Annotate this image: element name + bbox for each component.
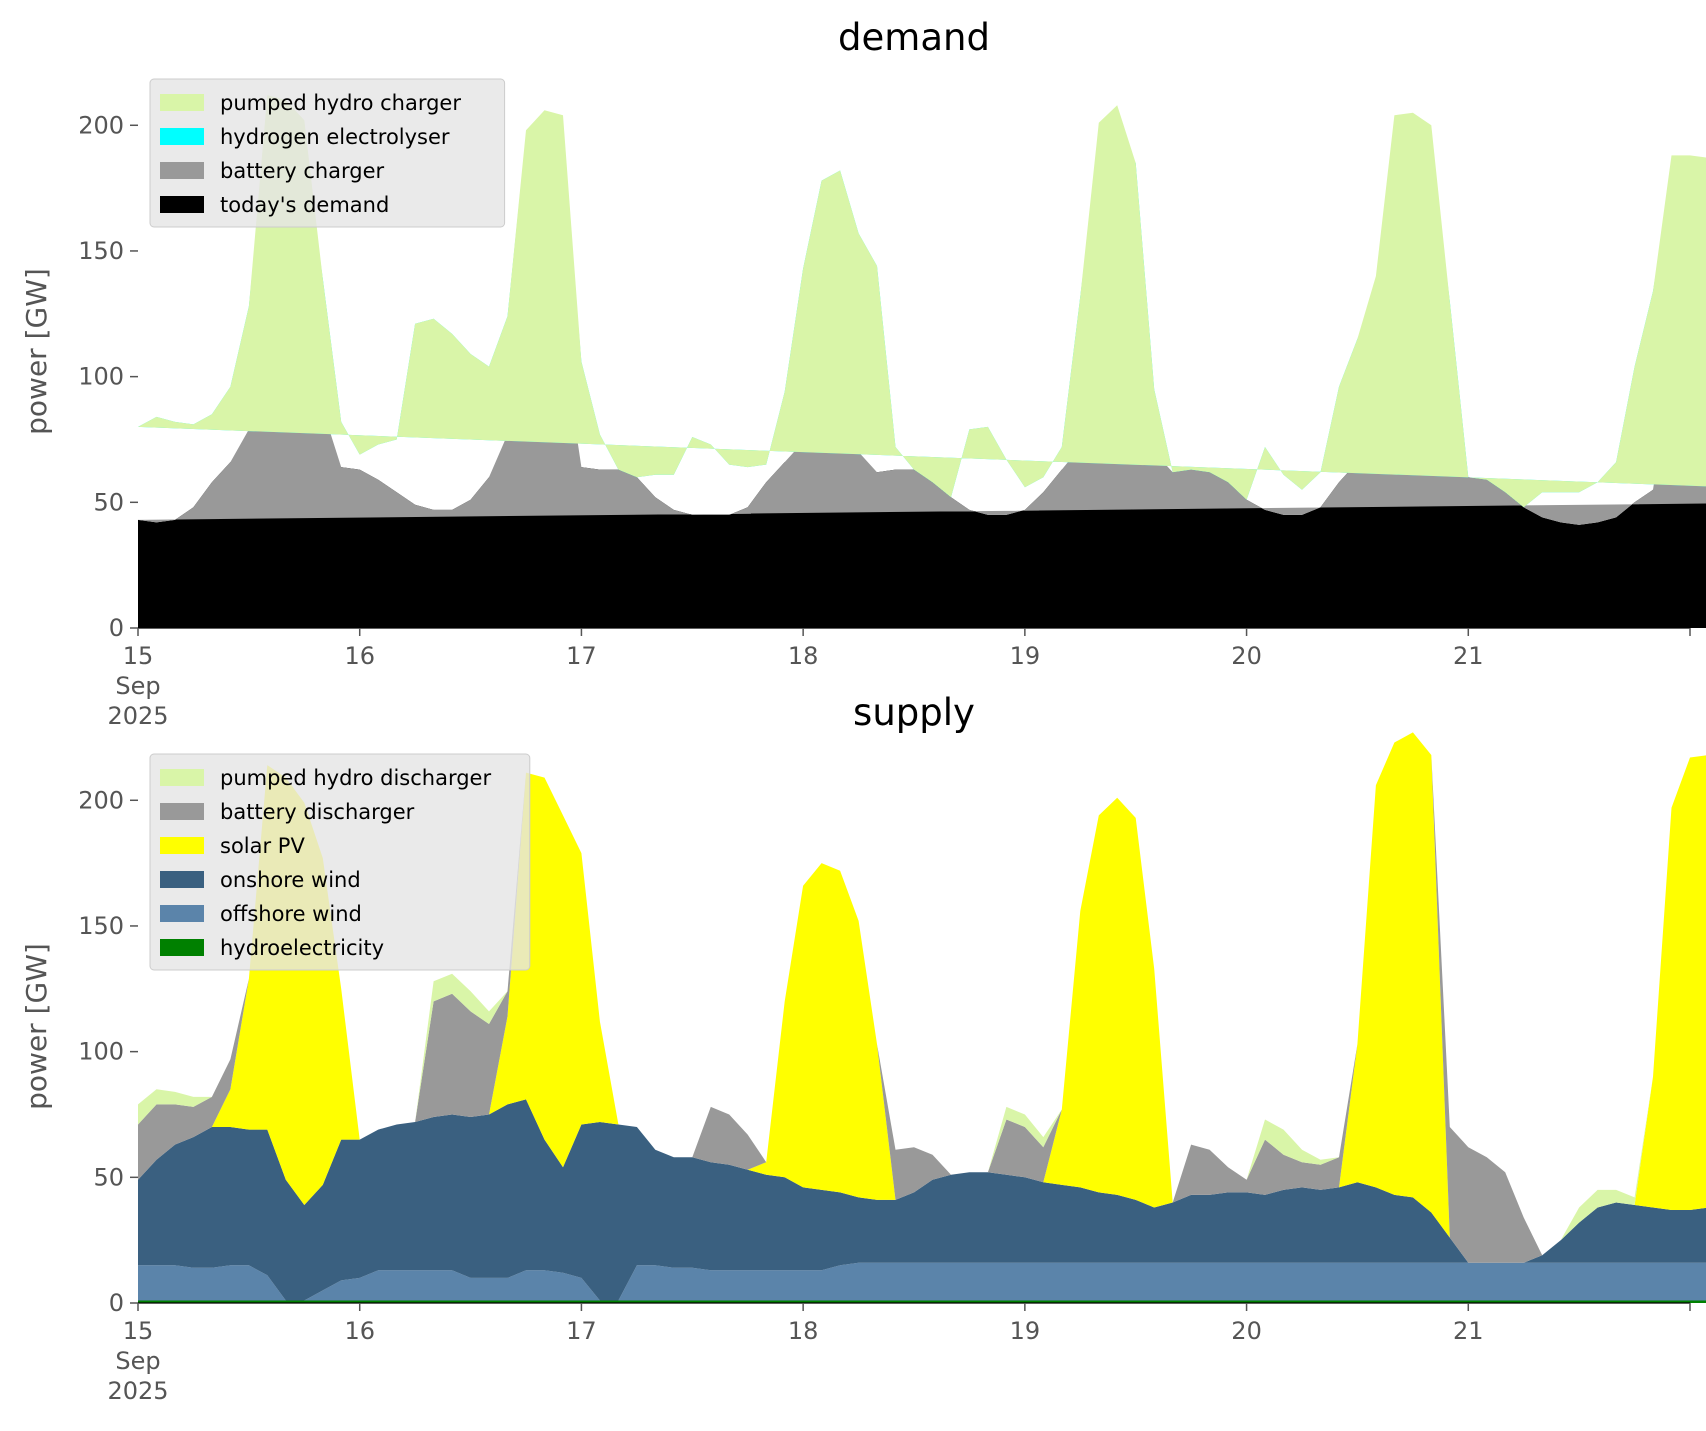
area-onshore-wind [138,1099,1706,1301]
legend-box [149,753,531,971]
area-battery-discharger [138,732,1706,1263]
legend-label: solar PV [220,834,305,858]
x-tick-label: 21 [1453,642,1484,670]
legend-label: today's demand [220,193,389,217]
x-tick-label: 16 [344,642,375,670]
y-tick-label: 0 [109,614,124,642]
y-tick-label: 50 [93,1163,124,1191]
area-hydroelectricity [138,1300,1706,1303]
legend-label: onshore wind [220,868,361,892]
legend-swatch [160,837,204,854]
x-tick-month-label: Sep [115,672,160,700]
y-tick-label: 200 [78,786,124,814]
legend-label: hydrogen electrolyser [220,125,450,149]
y-tick-label: 50 [93,488,124,516]
chart-title: demand [838,16,990,59]
legend-label: pumped hydro charger [220,91,461,115]
x-tick-label: 17 [566,1317,597,1345]
chart-title: supply [853,691,975,734]
y-tick-label: 150 [78,237,124,265]
y-tick-label: 0 [109,1289,124,1317]
area-pumped-hydro-charger [138,95,1706,508]
legend-swatch [160,803,204,820]
legend-swatch [160,162,204,179]
legend-swatch [160,94,204,111]
x-tick-label: 18 [788,1317,819,1345]
area-pumped-hydro-discharger [138,732,1706,1256]
x-tick-label: 19 [1010,642,1041,670]
legend-label: battery charger [220,159,385,183]
legend-box [149,78,506,228]
y-axis-label: power [GW] [20,943,53,1110]
legend-label: hydroelectricity [220,936,384,960]
legend-swatch [160,939,204,956]
legend-label: battery discharger [220,800,415,824]
legend-swatch [160,128,204,145]
area-battery-charger [138,328,1706,525]
x-tick-label: 18 [788,642,819,670]
x-tick-label: 16 [344,1317,375,1345]
legend-label: pumped hydro discharger [220,766,491,790]
x-tick-label: 20 [1231,642,1262,670]
legend-swatch [160,905,204,922]
area-offshore-wind [138,1262,1706,1301]
x-tick-year-label: 2025 [107,1377,168,1405]
x-tick-label: 21 [1453,1317,1484,1345]
legend-swatch [160,871,204,888]
y-tick-label: 100 [78,363,124,391]
y-axis-label: power [GW] [20,268,53,435]
x-tick-year-label: 2025 [107,702,168,730]
legend-label: offshore wind [220,902,362,926]
x-tick-label: 17 [566,642,597,670]
x-tick-label: 15 [123,642,154,670]
x-tick-label: 15 [123,1317,154,1345]
legend-swatch [160,769,204,786]
y-tick-label: 100 [78,1038,124,1066]
x-tick-label: 19 [1010,1317,1041,1345]
legend-swatch [160,196,204,213]
y-tick-label: 150 [78,912,124,940]
x-tick-label: 20 [1231,1317,1262,1345]
x-tick-month-label: Sep [115,1347,160,1375]
y-tick-label: 200 [78,111,124,139]
